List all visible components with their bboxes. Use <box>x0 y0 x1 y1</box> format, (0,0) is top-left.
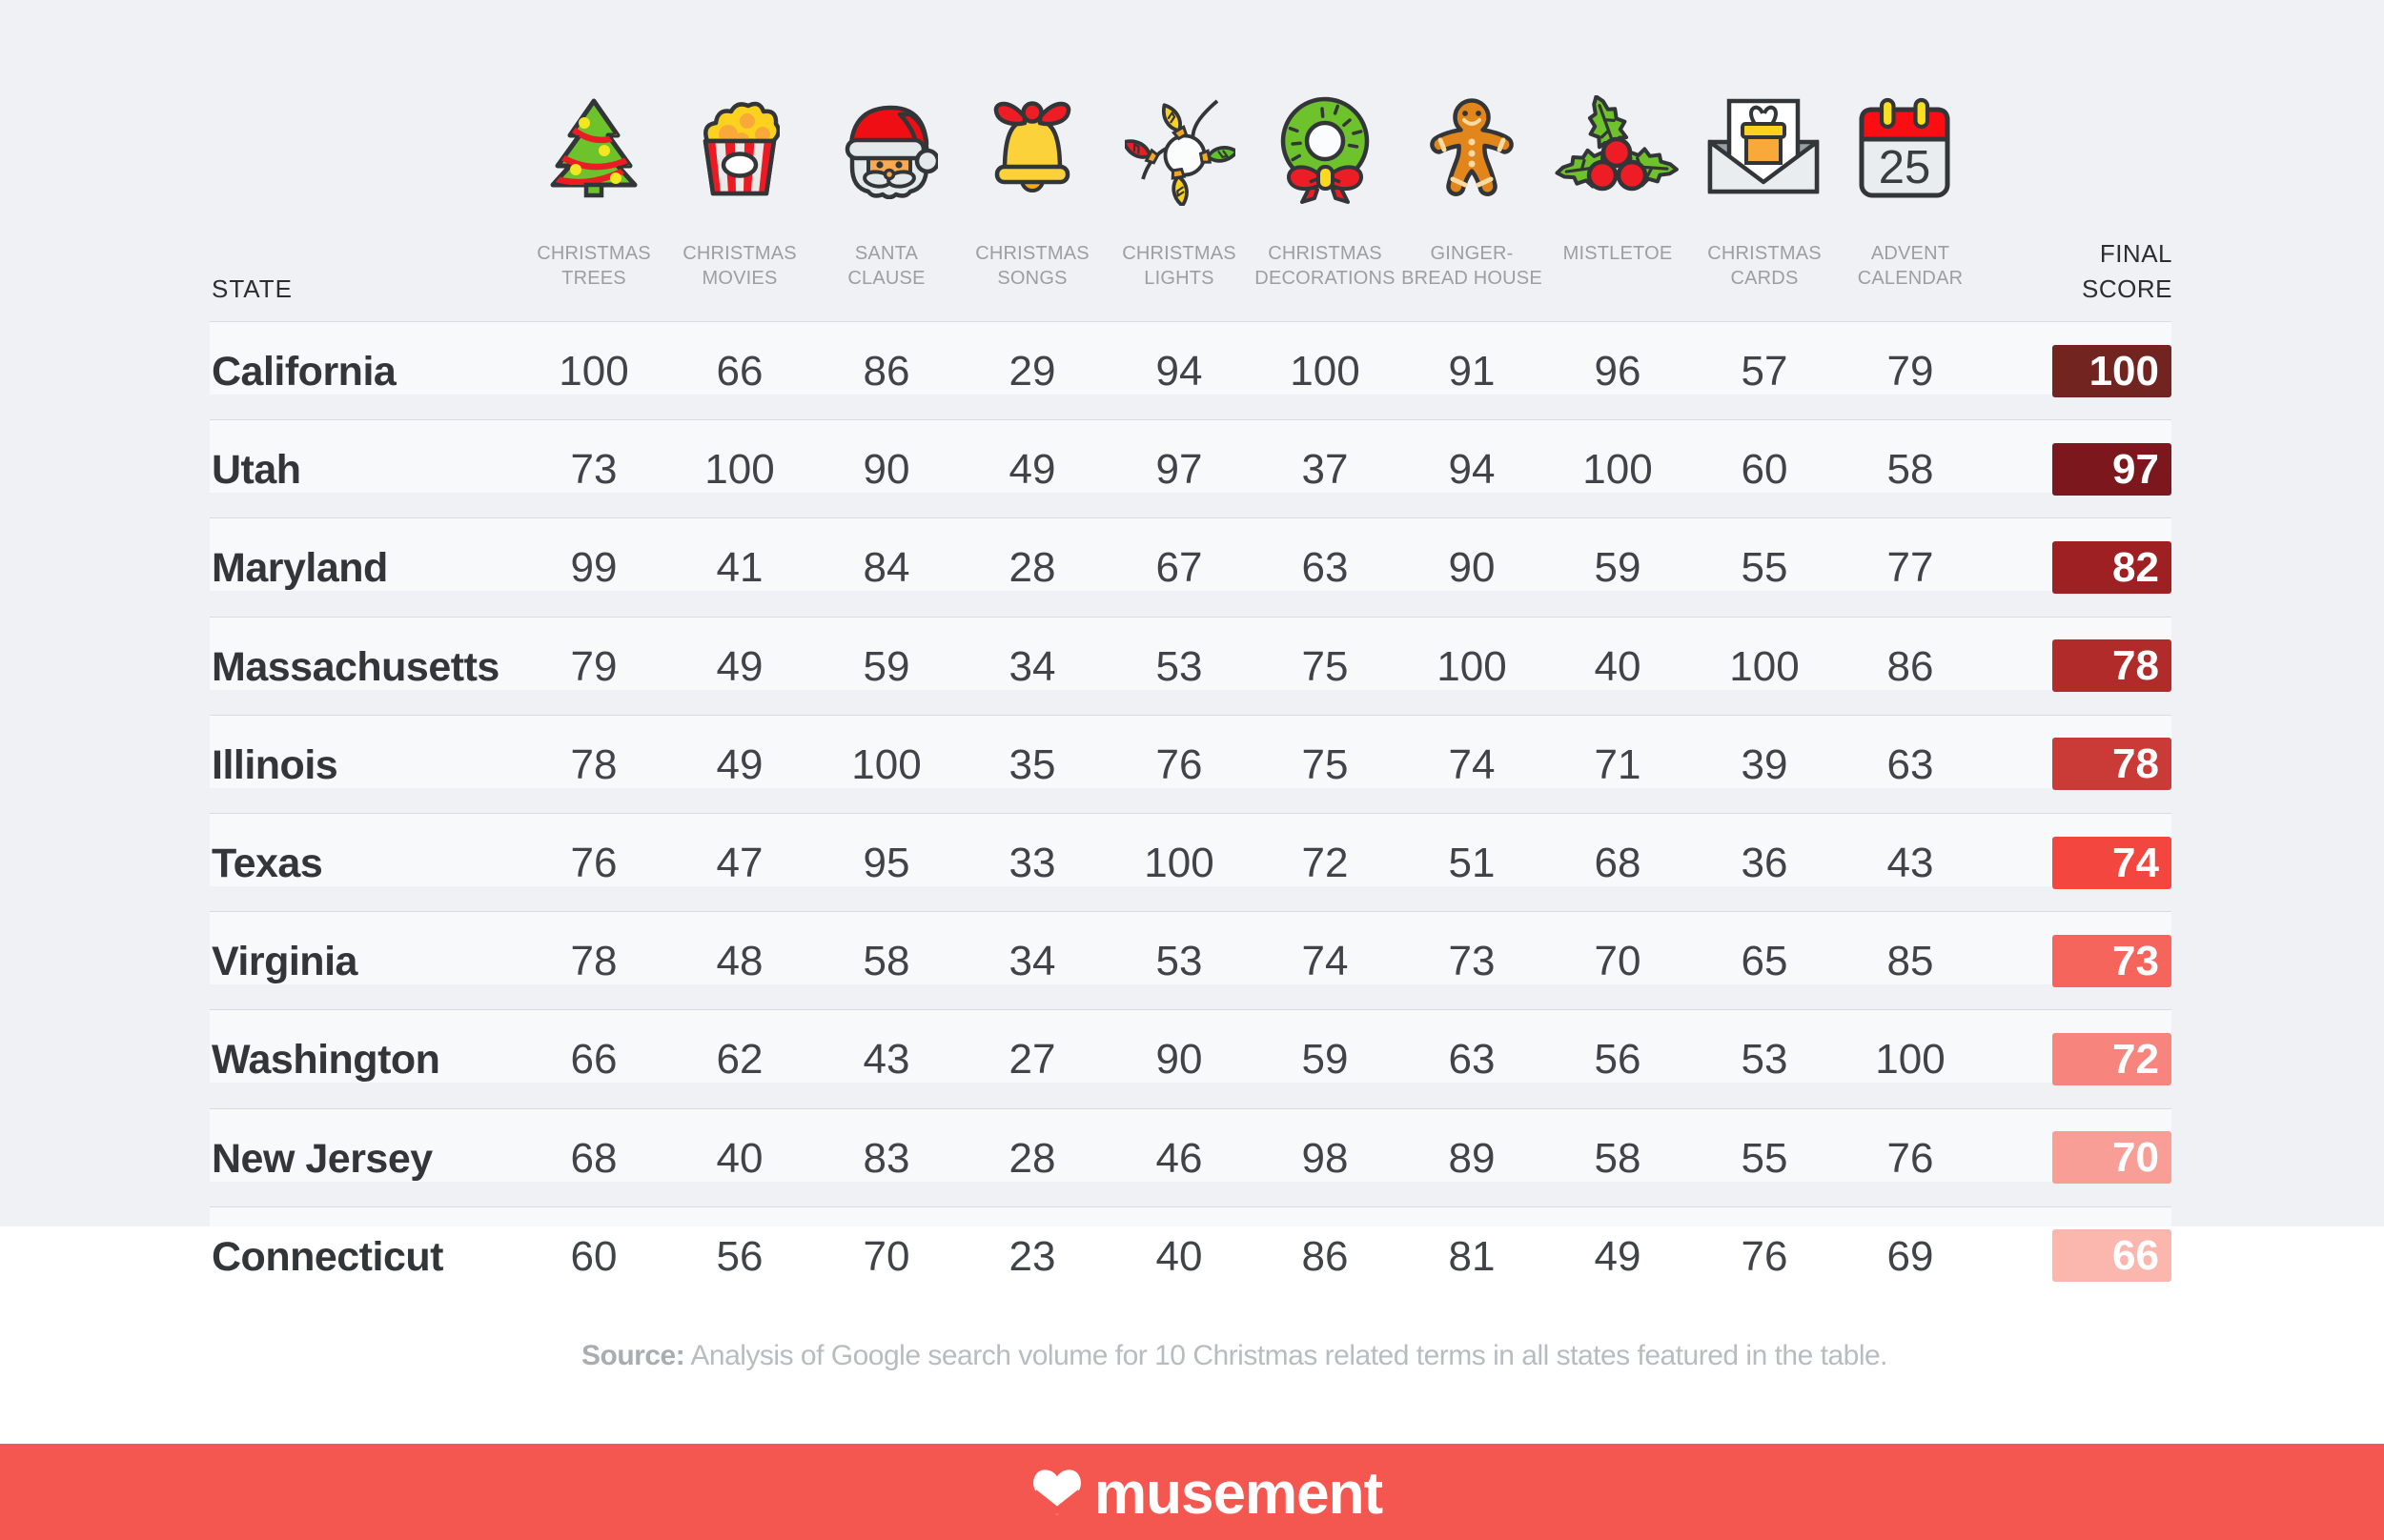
svg-text:25: 25 <box>1879 142 1931 193</box>
